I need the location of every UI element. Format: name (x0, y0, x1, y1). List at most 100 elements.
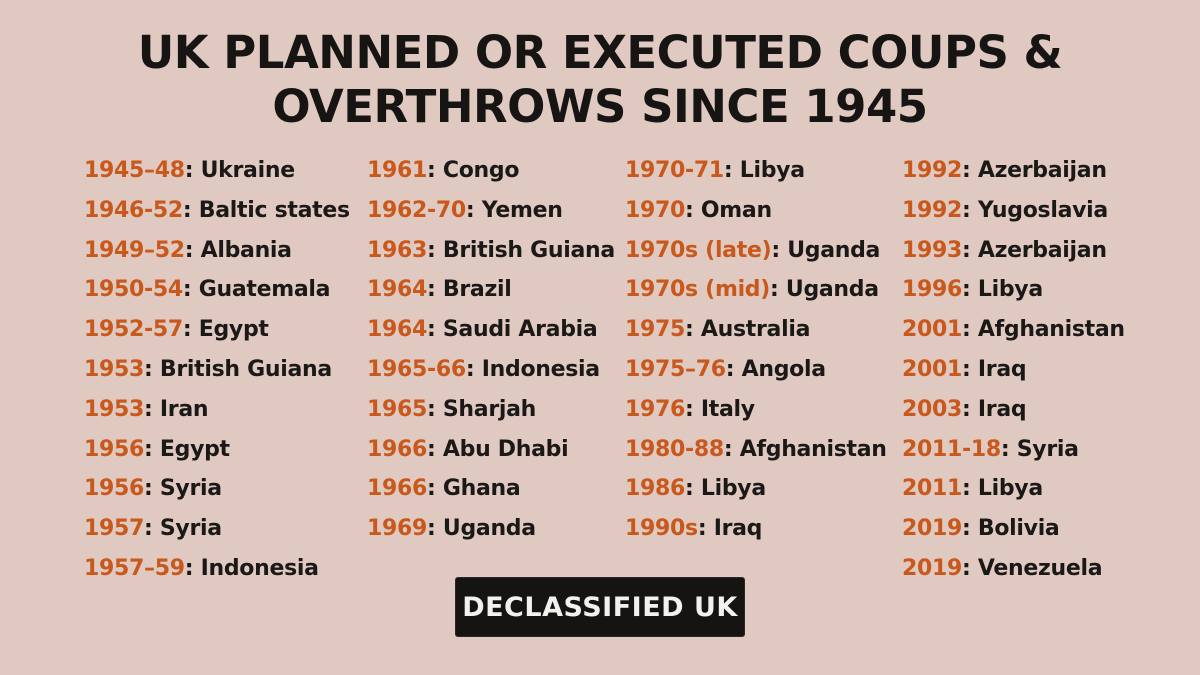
entry-year: 1990s (625, 516, 698, 542)
entry-year: 2011 (902, 476, 963, 502)
entry-separator: : (427, 237, 443, 263)
entry-separator: : (962, 516, 978, 542)
entry-year: 1956 (84, 436, 145, 462)
list-item: 1970-71: Libya (625, 154, 887, 194)
list-item: 1945–48: Ukraine (84, 154, 350, 194)
entry-country: British Guiana (159, 356, 332, 382)
list-item: 2019: Venezuela (902, 552, 1125, 592)
list-column-1990s-2019: 1992: Azerbaijan 1992: Yugoslavia 1993: Az… (902, 154, 1125, 592)
list-item: 1970: Oman (625, 194, 887, 234)
list-column-1945-1959: 1945–48: Ukraine 1946-52: Baltic states 19… (84, 154, 350, 592)
entry-separator: : (962, 356, 978, 382)
entry-country: Angola (741, 356, 826, 382)
entry-country: Afghanistan (977, 317, 1125, 343)
entry-separator: : (465, 197, 482, 223)
entry-separator: : (427, 317, 443, 343)
entry-country: Egypt (159, 436, 230, 462)
entry-separator: : (685, 476, 701, 502)
entry-separator: : (182, 317, 199, 343)
entry-separator: : (427, 476, 443, 502)
entry-separator: : (723, 436, 740, 462)
list-item: 1957: Syria (84, 512, 350, 552)
list-column-1970s-1990s: 1970-71: Libya 1970: Oman 1970s (late): Ug… (625, 154, 887, 552)
entry-year: 2001 (902, 317, 963, 343)
entry-year: 1946-52 (84, 197, 183, 223)
list-item: 2001: Iraq (902, 353, 1125, 393)
entry-year: 1964 (367, 277, 428, 303)
list-item: 1966: Ghana (367, 472, 615, 512)
entry-separator: : (685, 317, 701, 343)
list-item: 2019: Bolivia (902, 512, 1125, 552)
entry-separator: : (427, 396, 443, 422)
list-item: 2011-18: Syria (902, 433, 1125, 473)
list-item: 1963: British Guiana (367, 234, 615, 274)
entry-separator: : (182, 197, 199, 223)
entry-country: Iran (159, 396, 209, 422)
entry-year: 1949–52 (84, 237, 185, 263)
entry-country: Bolivia (977, 516, 1060, 542)
entry-country: Syria (1016, 436, 1079, 462)
entry-separator: : (465, 356, 482, 382)
entry-year: 1953 (84, 356, 145, 382)
entry-year: 1970 (625, 197, 686, 223)
list-column-1960s: 1961: Congo 1962-70: Yemen 1963: British G… (367, 154, 615, 552)
entry-separator: : (144, 436, 160, 462)
list-item: 1992: Azerbaijan (902, 154, 1125, 194)
entry-year: 1975 (625, 317, 686, 343)
entry-year: 1952-57 (84, 317, 183, 343)
list-item: 1964: Brazil (367, 273, 615, 313)
declassified-uk-logo: DECLASSIFIED UK (456, 578, 744, 636)
entry-separator: : (144, 476, 160, 502)
entry-year: 1970-71 (625, 158, 724, 183)
entry-year: 1957 (84, 516, 145, 542)
entry-year: 1963 (367, 237, 428, 263)
entry-separator: : (144, 396, 160, 422)
entry-separator: : (184, 555, 201, 581)
entry-year: 1980-88 (625, 436, 724, 462)
entry-separator: : (427, 436, 443, 462)
list-item: 1949–52: Albania (84, 234, 350, 274)
entry-year: 1975–76 (625, 356, 726, 382)
entry-separator: : (1000, 436, 1017, 462)
entry-country: British Guiana (442, 237, 615, 263)
list-item: 1956: Egypt (84, 433, 350, 473)
entry-country: Guatemala (198, 277, 331, 303)
entry-country: Congo (442, 158, 520, 183)
entry-year: 1964 (367, 317, 428, 343)
entry-country: Uganda (785, 277, 879, 303)
list-item: 1975: Australia (625, 313, 887, 353)
list-item: 1953: British Guiana (84, 353, 350, 393)
entry-separator: : (962, 555, 978, 581)
entry-separator: : (184, 237, 201, 263)
entry-separator: : (725, 356, 742, 382)
list-item: 1980-88: Afghanistan (625, 433, 887, 473)
entry-country: Italy (700, 396, 755, 422)
page-title: UK PLANNED OR EXECUTED COUPS & OVERTHROW… (0, 26, 1200, 134)
list-item: 1964: Saudi Arabia (367, 313, 615, 353)
entry-separator: : (723, 158, 740, 183)
entry-country: Australia (700, 317, 811, 343)
entry-country: Iraq (977, 396, 1027, 422)
list-item: 1996: Libya (902, 273, 1125, 313)
entry-country: Saudi Arabia (442, 317, 598, 343)
entry-separator: : (427, 158, 443, 183)
entry-country: Uganda (787, 237, 881, 263)
list-item: 2003: Iraq (902, 393, 1125, 433)
entry-year: 2019 (902, 516, 963, 542)
entry-country: Iraq (977, 356, 1027, 382)
entry-separator: : (697, 516, 714, 542)
list-item: 1986: Libya (625, 472, 887, 512)
list-item: 1950-54: Guatemala (84, 273, 350, 313)
entry-year: 1962-70 (367, 197, 466, 223)
list-item: 1953: Iran (84, 393, 350, 433)
list-item: 1946-52: Baltic states (84, 194, 350, 234)
entry-separator: : (962, 237, 978, 263)
entry-year: 1992 (902, 197, 963, 223)
title-line-2: OVERTHROWS SINCE 1945 (272, 80, 928, 133)
entry-country: Oman (700, 197, 772, 223)
entry-country: Syria (159, 516, 222, 542)
entry-year: 2001 (902, 356, 963, 382)
entry-separator: : (427, 277, 443, 303)
entry-year: 1970s (late) (625, 237, 772, 263)
entry-country: Azerbaijan (977, 158, 1107, 183)
